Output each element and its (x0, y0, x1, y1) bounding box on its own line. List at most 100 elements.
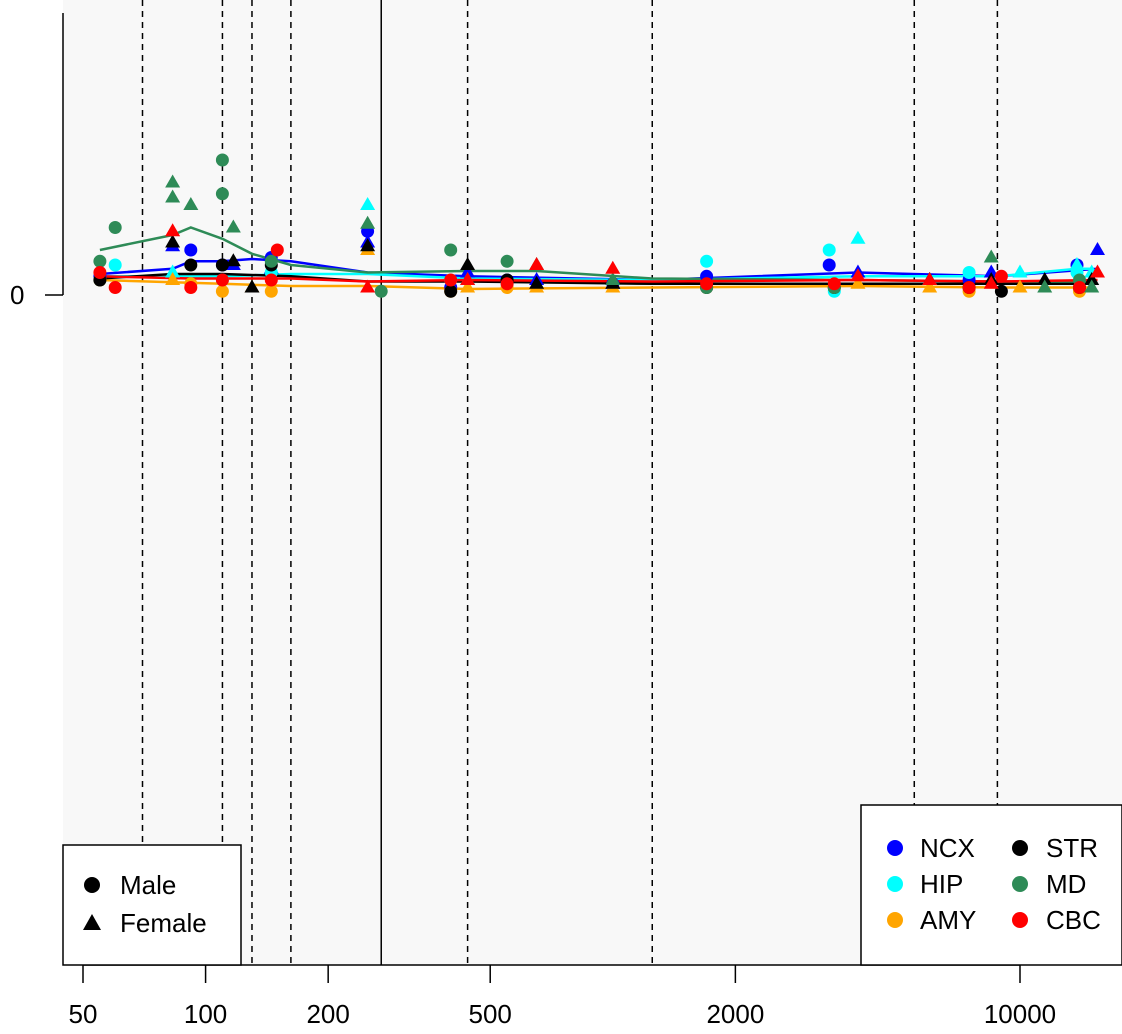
str-male-point (444, 284, 458, 298)
ncx-female-point (1090, 242, 1106, 255)
md-male-point (93, 254, 107, 268)
cbc-female-point (983, 275, 999, 289)
str-female-point (225, 253, 241, 267)
md-female-point (1037, 279, 1053, 293)
hip-male-point (700, 254, 714, 268)
cbc-female-point (360, 279, 376, 293)
male-marker (84, 877, 100, 893)
md-female-point (360, 215, 376, 229)
color-legend: NCX STR HIP MD AMY CBC (860, 804, 1122, 966)
str-male-point (184, 258, 198, 272)
hip-female-point (850, 230, 866, 244)
amy-female-point (165, 272, 181, 285)
cbc-male-point (962, 281, 976, 294)
hip-female-point (360, 197, 376, 210)
legend-hip-label: HIP (920, 869, 963, 899)
x-tick-label: 100 (184, 999, 227, 1029)
hip-female-point (1069, 257, 1085, 270)
female-marker (83, 914, 101, 930)
legend-female-label: Female (120, 908, 207, 938)
md-female-point (605, 272, 621, 285)
md-male-point (264, 254, 278, 268)
str-female-point (529, 275, 545, 289)
md-female-point (165, 189, 181, 203)
legend-md-marker (1012, 876, 1028, 892)
legend-md-label: MD (1046, 869, 1086, 899)
x-tick-label: 500 (469, 999, 512, 1029)
legend-str-label: STR (1046, 833, 1098, 863)
cbc-female-point (460, 272, 476, 285)
hip-male-point (822, 243, 836, 257)
legend-amy-label: AMY (920, 905, 976, 935)
hip-male-point (962, 266, 976, 279)
md-male-point (500, 254, 514, 268)
legend-ncx-label: NCX (920, 833, 975, 863)
ncx-male-point (822, 258, 836, 272)
cbc-male-point (700, 277, 714, 291)
hip-female-point (1012, 264, 1028, 278)
hip-female-point (165, 264, 181, 278)
str-female-point (460, 257, 476, 270)
amy-male-point (264, 284, 278, 298)
color-legend-box (860, 804, 1122, 966)
cbc-female-point (165, 223, 181, 237)
cbc-male-point (994, 269, 1008, 283)
cbc-female-point (529, 257, 545, 270)
cbc-male-point (1073, 281, 1086, 294)
md-female-point (225, 219, 241, 233)
legend-male-label: Male (120, 870, 176, 900)
plot-background (63, 0, 1122, 965)
md-male-point (374, 284, 388, 298)
cbc-female-point (922, 272, 938, 285)
reference-lines (141, 0, 999, 965)
md-male-point (215, 187, 229, 201)
amy-female-point (850, 275, 866, 289)
hip-male-point (108, 258, 122, 272)
str-female-point (1037, 272, 1053, 285)
ncx-male-point (184, 243, 198, 257)
str-female-point (1084, 272, 1100, 285)
amy-female-point (922, 279, 938, 293)
ncx-female-point (983, 264, 999, 278)
legend-ncx-marker (887, 840, 903, 856)
amy-female-point (1012, 279, 1028, 293)
cbc-male-point (108, 281, 122, 294)
cbc-male-point (270, 243, 284, 257)
shape-legend: Male Female (62, 844, 242, 966)
cbc-male-point (184, 281, 198, 294)
str-male-point (215, 258, 229, 272)
cbc-male-point (93, 266, 107, 279)
str-female-point (165, 234, 181, 248)
amy-female-point (460, 279, 476, 293)
cbc-female-point (1090, 264, 1106, 278)
legend-cbc-marker (1012, 912, 1028, 928)
x-tick-label: 50 (69, 999, 98, 1029)
cbc-male-point (500, 277, 514, 291)
str-female-point (244, 279, 260, 293)
md-male-point (444, 243, 458, 257)
md-female-point (983, 249, 999, 263)
md-female-point (1084, 279, 1100, 293)
x-tick-label: 2000 (706, 999, 764, 1029)
md-female-point (183, 197, 199, 210)
x-tick-label: 200 (306, 999, 349, 1029)
cbc-male-point (264, 273, 278, 287)
shape-legend-box (62, 844, 242, 966)
x-tick-label: 10000 (984, 999, 1056, 1029)
md-male-point (215, 153, 229, 167)
md-female-point (165, 174, 181, 188)
legend-hip-marker (887, 876, 903, 892)
md-male-point (108, 221, 122, 234)
series-points (93, 153, 1106, 298)
cbc-male-point (215, 273, 229, 287)
legend-amy-marker (887, 912, 903, 928)
cbc-male-point (444, 273, 458, 287)
ncx-female-point (460, 264, 476, 278)
str-female-point (360, 238, 376, 252)
legend-str-marker (1012, 840, 1028, 856)
cbc-male-point (827, 277, 841, 291)
amy-male-point (215, 284, 229, 298)
cbc-female-point (850, 268, 866, 282)
cbc-female-point (605, 260, 621, 274)
